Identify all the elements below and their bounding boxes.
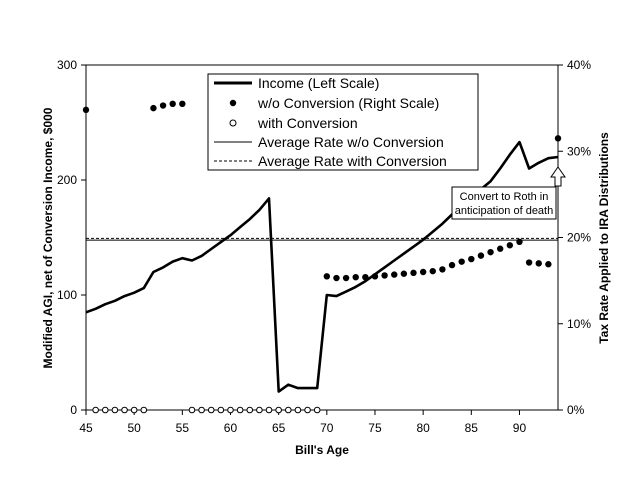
x-tick-label: 75 — [368, 421, 382, 435]
with-conversion-point — [198, 406, 205, 414]
right-y-tick-label: 40% — [567, 58, 591, 72]
x-tick-label: 50 — [127, 421, 141, 435]
legend-with-conversion-swatch — [229, 119, 237, 127]
annotation-arrow-icon — [550, 166, 566, 187]
x-tick-label: 70 — [320, 421, 334, 435]
without-conversion-point — [506, 242, 514, 249]
without-conversion-point — [352, 273, 359, 281]
without-conversion-point — [150, 104, 157, 112]
right-y-axis: 0% 10% 20% 30% 40% — [558, 58, 591, 417]
without-conversion-point — [497, 245, 504, 252]
with-conversion-point — [188, 406, 196, 414]
without-conversion-point — [525, 259, 533, 266]
with-conversion-point — [101, 406, 109, 414]
with-conversion-point — [265, 406, 273, 414]
with-conversion-point — [236, 406, 244, 414]
left-y-tick-label: 300 — [57, 58, 77, 72]
x-tick-label: 80 — [416, 421, 430, 435]
left-y-tick-label: 0 — [70, 403, 77, 417]
with-conversion-point — [246, 406, 254, 414]
right-y-tick-label: 20% — [567, 231, 591, 245]
without-conversion-point — [371, 273, 379, 280]
without-conversion-point — [554, 135, 562, 142]
x-tick-label: 85 — [465, 421, 479, 435]
roth-annotation: Convert to Roth in anticipation of death — [451, 166, 566, 220]
with-conversion-point — [140, 406, 148, 414]
x-tick-label: 60 — [224, 421, 238, 435]
without-conversion-point — [410, 269, 417, 277]
with-conversion-point — [227, 406, 234, 414]
without-conversion-point — [419, 268, 427, 276]
without-conversion-point — [535, 260, 542, 267]
without-conversion-point — [400, 270, 408, 277]
left-y-axis-title: Modified AGI, net of Conversion Income, … — [41, 107, 55, 368]
without-conversion-point — [159, 102, 167, 109]
without-conversion-point — [545, 261, 552, 268]
right-y-tick-label: 30% — [567, 144, 591, 158]
right-y-axis-title: Tax Rate Applied to IRA Distributions — [597, 132, 611, 344]
without-conversion-point — [169, 100, 176, 108]
with-conversion-point — [256, 406, 263, 414]
legend-box — [207, 73, 479, 171]
annotation-line-1: Convert to Roth in — [460, 191, 549, 203]
with-conversion-point — [92, 406, 99, 414]
without-conversion-point — [439, 266, 446, 273]
x-tick-label: 55 — [176, 421, 190, 435]
without-conversion-point — [342, 274, 350, 282]
with-conversion-point — [294, 406, 302, 414]
without-conversion-point — [362, 273, 369, 281]
without-conversion-point — [179, 100, 186, 108]
without-conversion-point — [391, 271, 398, 278]
with-conversion-point — [111, 406, 119, 414]
x-tick-label: 65 — [272, 421, 286, 435]
with-conversion-point — [284, 406, 292, 414]
without-conversion-point — [323, 273, 331, 280]
legend-income-label: Income (Left Scale) — [258, 75, 379, 91]
without-conversion-point — [458, 258, 465, 265]
x-tick-label: 45 — [79, 421, 93, 435]
without-conversion-point — [381, 272, 388, 279]
without-conversion-point — [333, 274, 340, 282]
with-conversion-point — [207, 406, 215, 414]
without-conversion-point — [448, 261, 456, 269]
right-y-tick-label: 10% — [567, 317, 591, 331]
x-axis-title: Bill's Age — [295, 443, 349, 457]
x-axis: 45 50 55 60 65 70 75 80 85 90 — [79, 410, 526, 435]
without-conversion-point — [82, 106, 90, 114]
legend-avg-without-label: Average Rate w/o Conversion — [258, 134, 444, 150]
legend-without-conversion-swatch — [229, 99, 237, 107]
with-conversion-point — [313, 406, 321, 414]
legend: Income (Left Scale) w/o Conversion (Righ… — [207, 73, 479, 171]
left-y-axis: 0 100 200 300 — [57, 58, 86, 417]
without-conversion-point — [429, 267, 436, 275]
left-y-tick-label: 200 — [57, 173, 77, 187]
legend-avg-with-label: Average Rate with Conversion — [258, 153, 447, 169]
with-conversion-point — [121, 406, 128, 414]
annotation-box — [451, 186, 557, 220]
with-conversion-point — [275, 406, 282, 414]
without-conversion-point — [516, 238, 523, 246]
legend-without-conversion-label: w/o Conversion (Right Scale) — [257, 95, 439, 111]
legend-with-conversion-label: with Conversion — [257, 115, 358, 131]
without-conversion-point — [487, 248, 494, 256]
rate-dot-series — [82, 100, 562, 414]
left-y-tick-label: 100 — [57, 288, 77, 302]
annotation-line-2: anticipation of death — [455, 205, 553, 217]
with-conversion-point — [217, 406, 225, 414]
with-conversion-point — [304, 406, 311, 414]
right-y-tick-label: 0% — [567, 403, 585, 417]
average-rate-lines — [86, 237, 558, 241]
with-conversion-point — [130, 406, 138, 414]
without-conversion-point — [468, 255, 475, 263]
without-conversion-point — [477, 252, 485, 259]
x-tick-label: 90 — [513, 421, 527, 435]
